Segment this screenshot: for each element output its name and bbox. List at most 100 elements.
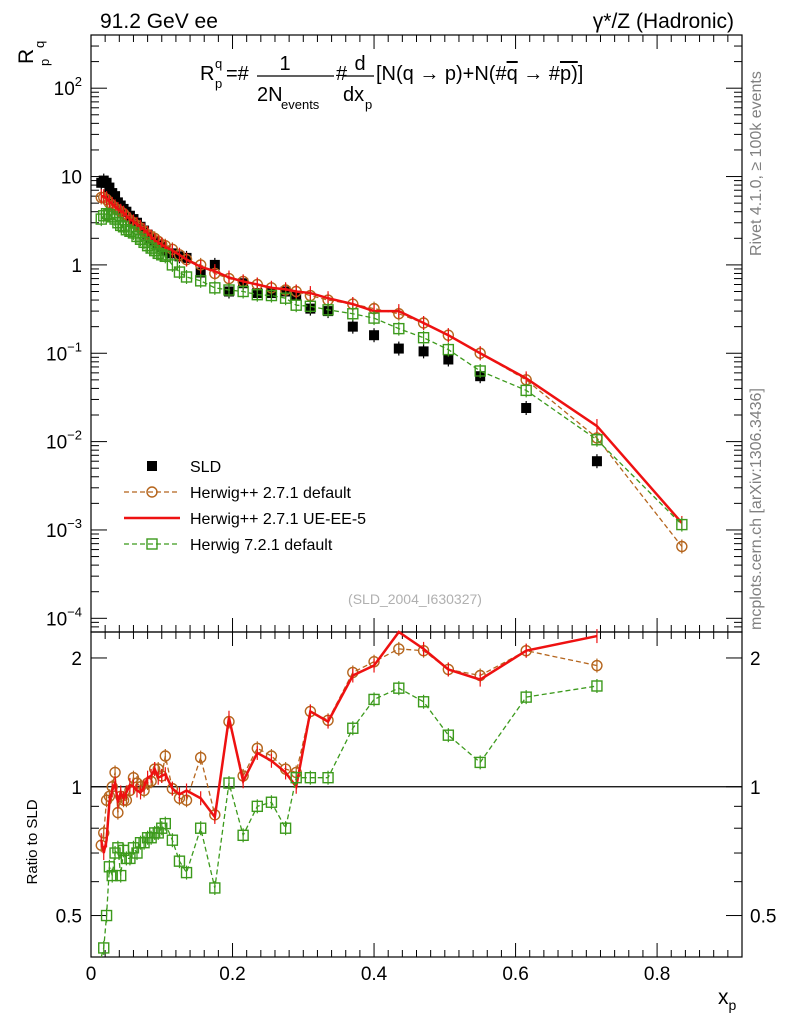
x-tick-label: 0.6 bbox=[502, 964, 528, 985]
formula-rest-pbar: p) bbox=[560, 63, 578, 85]
formula-rest-c: ] bbox=[578, 63, 584, 85]
legend: SLD Herwig++ 2.7.1 default Herwig++ 2.7.1 … bbox=[124, 459, 366, 554]
ratio-herwig7-default-point bbox=[251, 800, 263, 813]
y-tick-label-ratio: 1 bbox=[71, 778, 82, 799]
ratio-herwig7-default-point bbox=[393, 682, 405, 694]
sld-point bbox=[110, 191, 121, 202]
herwig7-default-point bbox=[159, 250, 171, 263]
side-label-top: Rivet 4.1.0, ≥ 100k events bbox=[748, 71, 765, 256]
herwig7-default-point bbox=[131, 230, 143, 243]
ratio-herwig7-default-point bbox=[368, 693, 380, 706]
svg-text:R: R bbox=[15, 49, 38, 64]
ratio-ylabel: Ratio to SLD bbox=[24, 799, 41, 884]
y-tick-label-exp: −4 bbox=[67, 604, 82, 619]
y-tick-label-main: 10−2 bbox=[46, 428, 82, 454]
ratio-herwigpp-default-point bbox=[194, 751, 207, 764]
y-tick-label-ratio-right: 1 bbox=[750, 778, 761, 799]
herwig7-default-point bbox=[393, 322, 405, 335]
ratio-herwig7-default-point bbox=[417, 696, 430, 708]
formula-frac2-den-sub: p bbox=[365, 97, 372, 112]
formula-lhs-sub: p bbox=[215, 76, 222, 91]
herwig7-default-point bbox=[237, 285, 249, 298]
y-tick-label-ratio: 0.5 bbox=[56, 907, 82, 928]
herwig7-default-point bbox=[209, 282, 221, 294]
y-tick-label-base: 1 bbox=[71, 256, 82, 277]
ratio-herwig7-default-point bbox=[98, 942, 110, 954]
herwig7-default-point bbox=[417, 331, 430, 344]
header-left: 91.2 GeV ee bbox=[100, 10, 218, 33]
ratio-herwig7-default-point bbox=[279, 822, 292, 834]
herwig7-default-point bbox=[520, 384, 532, 397]
ratio-herwigpp-default-line bbox=[100, 648, 598, 846]
sld-point bbox=[591, 456, 602, 467]
ratio-herwig7-default-point bbox=[159, 817, 171, 830]
legend-item-0-marker bbox=[147, 461, 157, 471]
legend-item-1-label: Herwig++ 2.7.1 default bbox=[190, 485, 352, 502]
ratio-herwigpp-default-point bbox=[393, 643, 405, 655]
sld-point bbox=[418, 346, 429, 357]
y-tick-label-base: 10 bbox=[46, 344, 67, 365]
herwig7-default-point bbox=[368, 312, 380, 324]
herwig7-default-point bbox=[138, 236, 150, 249]
y-tick-label-base: 10 bbox=[61, 168, 82, 189]
x-tick-label: 0.4 bbox=[361, 964, 388, 985]
ratio-herwig7-default-point bbox=[304, 771, 317, 784]
ratio-herwig7-default-point bbox=[103, 861, 116, 873]
formula-frac2-den: dx bbox=[343, 84, 364, 106]
y-tick-label-base: 10 bbox=[46, 521, 67, 542]
herwig7-default-point bbox=[134, 233, 147, 245]
ratio-herwig7-default-point bbox=[194, 822, 207, 834]
formula-eq: =# bbox=[226, 63, 250, 85]
herwig7-default-point bbox=[166, 259, 179, 271]
y-tick-label-ratio-right: 0.5 bbox=[750, 907, 776, 928]
ratio-series bbox=[95, 629, 603, 958]
ratio-herwig7-default-point bbox=[347, 722, 359, 734]
header-right: γ*/Z (Hadronic) bbox=[593, 10, 734, 33]
legend-item-3-label: Herwig 7.2.1 default bbox=[190, 537, 333, 554]
ratio-herwigpp-default-point bbox=[159, 750, 171, 762]
formula-hash: # bbox=[336, 63, 348, 85]
sld-point bbox=[443, 354, 454, 365]
ratio-herwig7-default-point bbox=[106, 869, 118, 882]
herwig7-default-point bbox=[180, 271, 193, 283]
analysis-tag: (SLD_2004_I630327) bbox=[348, 591, 482, 607]
ratio-herwigpp-default-point bbox=[98, 827, 110, 839]
formula-rest: [N(q → p)+N(#q → #p)] bbox=[376, 63, 583, 85]
herwig7-default-point bbox=[223, 284, 235, 296]
ratio-herwig7-default-line bbox=[100, 685, 598, 958]
ratio-herwig7-default-point bbox=[100, 909, 113, 922]
formula-frac1-num: 1 bbox=[279, 53, 290, 75]
y-tick-label-base: 10 bbox=[46, 609, 67, 630]
formula-lhs-sup: q bbox=[215, 56, 222, 71]
formula: R q p =# 1 2N events # d dx p [N(q → p)+… bbox=[200, 53, 583, 112]
main-ylabel: R p q bbox=[15, 41, 52, 66]
main-frame bbox=[90, 34, 743, 633]
herwig7-default-point bbox=[194, 275, 207, 287]
y-tick-label-main: 10−4 bbox=[46, 604, 82, 630]
ratio-herwig7-default-point bbox=[442, 729, 455, 741]
formula-lhs: R bbox=[200, 63, 214, 85]
herwig7-default-point bbox=[156, 249, 168, 261]
herwig7-default-point bbox=[676, 518, 688, 531]
ratio-herwig7-default-point bbox=[237, 829, 249, 842]
xlabel-base: x bbox=[718, 986, 729, 1009]
y-tick-label-ratio-right: 2 bbox=[750, 649, 761, 670]
herwig7-default-point bbox=[591, 434, 603, 446]
xlabel: xp bbox=[718, 986, 737, 1013]
y-tick-label-exp: 2 bbox=[75, 74, 82, 89]
herwig7-default-point bbox=[290, 299, 302, 311]
ratio-axes: 0 0.2 0.4 0.6 0.8 0.5 0.5 1 1 2 2 bbox=[56, 632, 776, 985]
x-tick-label: 0.8 bbox=[644, 964, 670, 985]
herwig7-default-point bbox=[442, 343, 455, 356]
ratio-herwig7-default-point bbox=[265, 796, 278, 808]
x-tick-label: 0 bbox=[86, 964, 97, 985]
y-tick-label-main: 10−3 bbox=[46, 516, 82, 542]
ratio-herwig7-default-point bbox=[290, 771, 302, 784]
herwig7-default-point bbox=[120, 224, 133, 236]
ratio-frame bbox=[90, 631, 743, 958]
xlabel-sub: p bbox=[729, 997, 737, 1013]
x-tick-label: 0.2 bbox=[219, 964, 245, 985]
formula-rest-qbar: q bbox=[507, 63, 518, 85]
